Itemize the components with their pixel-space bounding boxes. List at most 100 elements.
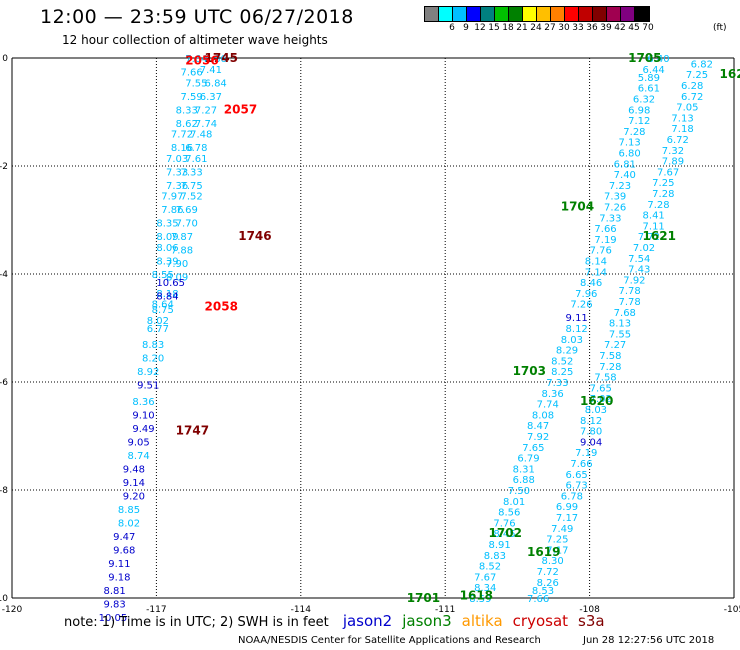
- swh-value-cryosat: 8.85: [118, 505, 140, 516]
- swh-value-jason3: 7.05: [676, 103, 698, 114]
- swh-value-cryosat: 6.86: [205, 54, 227, 65]
- swh-value-cryosat: 10.05: [99, 613, 128, 624]
- swh-value-jason3: 6.72: [681, 92, 703, 103]
- color-scale-tick: 27: [544, 23, 556, 33]
- swh-value-jason3: 8.56: [498, 508, 520, 519]
- swh-value-jason3: 7.66: [527, 594, 549, 605]
- swh-value-cryosat: 6.78: [185, 143, 207, 154]
- color-scale-tick: 42: [614, 23, 626, 33]
- swh-value-jason3: 8.52: [479, 562, 501, 573]
- swh-value-jason3: 7.17: [546, 545, 568, 556]
- swh-value-jason3: 7.25: [546, 535, 568, 546]
- color-scale-tick: 15: [488, 23, 500, 33]
- swh-value-jason3: 7.65: [522, 443, 544, 454]
- swh-value-cryosat: 8.02: [147, 316, 169, 327]
- swh-value-jason3: 7.58: [599, 351, 621, 362]
- color-scale-tick: 18: [502, 23, 514, 33]
- swh-value-jason3: 8.46: [580, 278, 602, 289]
- swh-value-cryosat: 7.59: [180, 92, 202, 103]
- satellite-altika: altika: [461, 612, 503, 630]
- lat-tick-label: -2: [0, 162, 8, 172]
- swh-value-jason3: 8.36: [541, 389, 563, 400]
- pass-time-label: 1746: [238, 229, 271, 243]
- swh-value-cryosat: 7.03: [166, 154, 188, 165]
- swh-value-jason3: 6.88: [513, 475, 535, 486]
- swh-value-cryosat: 8.02: [118, 518, 140, 529]
- swh-value-jason3: 7.50: [508, 486, 530, 497]
- swh-value-cryosat: 9.10: [132, 410, 154, 421]
- swh-value-cryosat: 9.68: [113, 545, 135, 556]
- swh-value-jason3: 8.26: [537, 578, 559, 589]
- swh-value-jason3: 7.72: [638, 232, 660, 243]
- swh-value-cryosat: 7.55: [185, 78, 207, 89]
- swh-value-jason3: 8.03: [585, 405, 607, 416]
- swh-value-cryosat: 7.90: [166, 259, 188, 270]
- color-scale-tick: 30: [558, 23, 570, 33]
- swh-value-cryosat: 8.36: [132, 397, 154, 408]
- swh-value-jason3: 6.65: [566, 470, 588, 481]
- swh-value-jason3: 7.25: [652, 178, 674, 189]
- swh-value-jason3: 6.44: [643, 65, 665, 76]
- satellite-jason2: jason2: [342, 612, 393, 630]
- swh-value-jason3: 5.89: [638, 73, 660, 84]
- swh-value-jason3: 6.72: [667, 135, 689, 146]
- swh-value-jason3: 7.25: [686, 70, 708, 81]
- swh-value-jason3: 7.68: [614, 308, 636, 319]
- pass-time-label: 2058: [205, 299, 238, 313]
- color-swatch: [635, 7, 649, 21]
- pass-time-label: 1705: [628, 51, 661, 65]
- color-swatch: [579, 7, 593, 21]
- swh-value-jason3: 7.78: [618, 286, 640, 297]
- swh-value-cryosat: 8.74: [128, 451, 150, 462]
- swh-value-jason3: 7.58: [594, 373, 616, 384]
- swh-value-cryosat: 8.06: [156, 243, 178, 254]
- swh-value-jason3: 7.17: [556, 513, 578, 524]
- swh-value-jason3: 8.01: [503, 497, 525, 508]
- swh-value-cryosat: 8.35: [156, 219, 178, 230]
- color-scale-tick: 39: [600, 23, 612, 33]
- color-scale-tick: 24: [530, 23, 542, 33]
- swh-value-cryosat: 7.27: [195, 105, 217, 116]
- swh-value-jason3: 7.92: [527, 432, 549, 443]
- swh-value-jason3: 7.27: [604, 340, 626, 351]
- swh-value-jason3: 7.78: [618, 297, 640, 308]
- swh-value-jason3: 7.19: [575, 448, 597, 459]
- credit-text: NOAA/NESDIS Center for Satellite Applica…: [238, 635, 541, 646]
- swh-value-cryosat: 9.20: [123, 491, 145, 502]
- swh-value-cryosat: 7.61: [185, 154, 207, 165]
- swh-value-cryosat: 8.92: [137, 367, 159, 378]
- lat-tick-label: -8: [0, 486, 8, 496]
- swh-value-cryosat: 9.14: [123, 478, 145, 489]
- lat-tick-label: -10: [0, 594, 8, 604]
- swh-value-cryosat: 7.70: [176, 219, 198, 230]
- swh-value-jason3: 6.40: [647, 54, 669, 65]
- swh-value-jason3: 9.11: [566, 313, 588, 324]
- swh-value-jason3: 6.98: [628, 105, 650, 116]
- pass-time-label: 1703: [513, 364, 546, 378]
- swh-value-jason3: 7.66: [570, 459, 592, 470]
- lat-tick-label: 0: [2, 54, 8, 64]
- swh-value-jason3: 8.03: [561, 335, 583, 346]
- swh-value-jason3: 8.41: [643, 211, 665, 222]
- swh-value-jason3: 7.32: [662, 146, 684, 157]
- color-scale-labels: 6 9 12 15 18 21 24 27 30 33 36 39 42 45 70: [424, 23, 740, 35]
- swh-value-cryosat: 7.41: [200, 65, 222, 76]
- swh-value-jason3: 7.92: [623, 275, 645, 286]
- swh-value-cryosat: 7.75: [180, 181, 202, 192]
- pass-time-label: 1745: [205, 51, 238, 65]
- swh-value-cryosat: 7.88: [171, 246, 193, 257]
- swh-value-cryosat: 8.75: [152, 305, 174, 316]
- swh-value-jason3: 7.33: [546, 378, 568, 389]
- note-text: note: 1) Time is in UTC; 2) SWH is in fe…: [64, 615, 329, 630]
- swh-value-jason3: 7.40: [614, 170, 636, 181]
- swh-value-jason3: 7.89: [662, 157, 684, 168]
- color-swatch: [509, 7, 523, 21]
- swh-value-jason3: 7.72: [537, 567, 559, 578]
- swh-value-jason3: 7.02: [633, 243, 655, 254]
- swh-value-cryosat: 6.37: [200, 92, 222, 103]
- color-scale-unit: (ft): [713, 23, 727, 33]
- swh-value-cryosat: 7.74: [195, 119, 217, 130]
- lon-tick-label: -120: [2, 605, 23, 615]
- color-swatch: [495, 7, 509, 21]
